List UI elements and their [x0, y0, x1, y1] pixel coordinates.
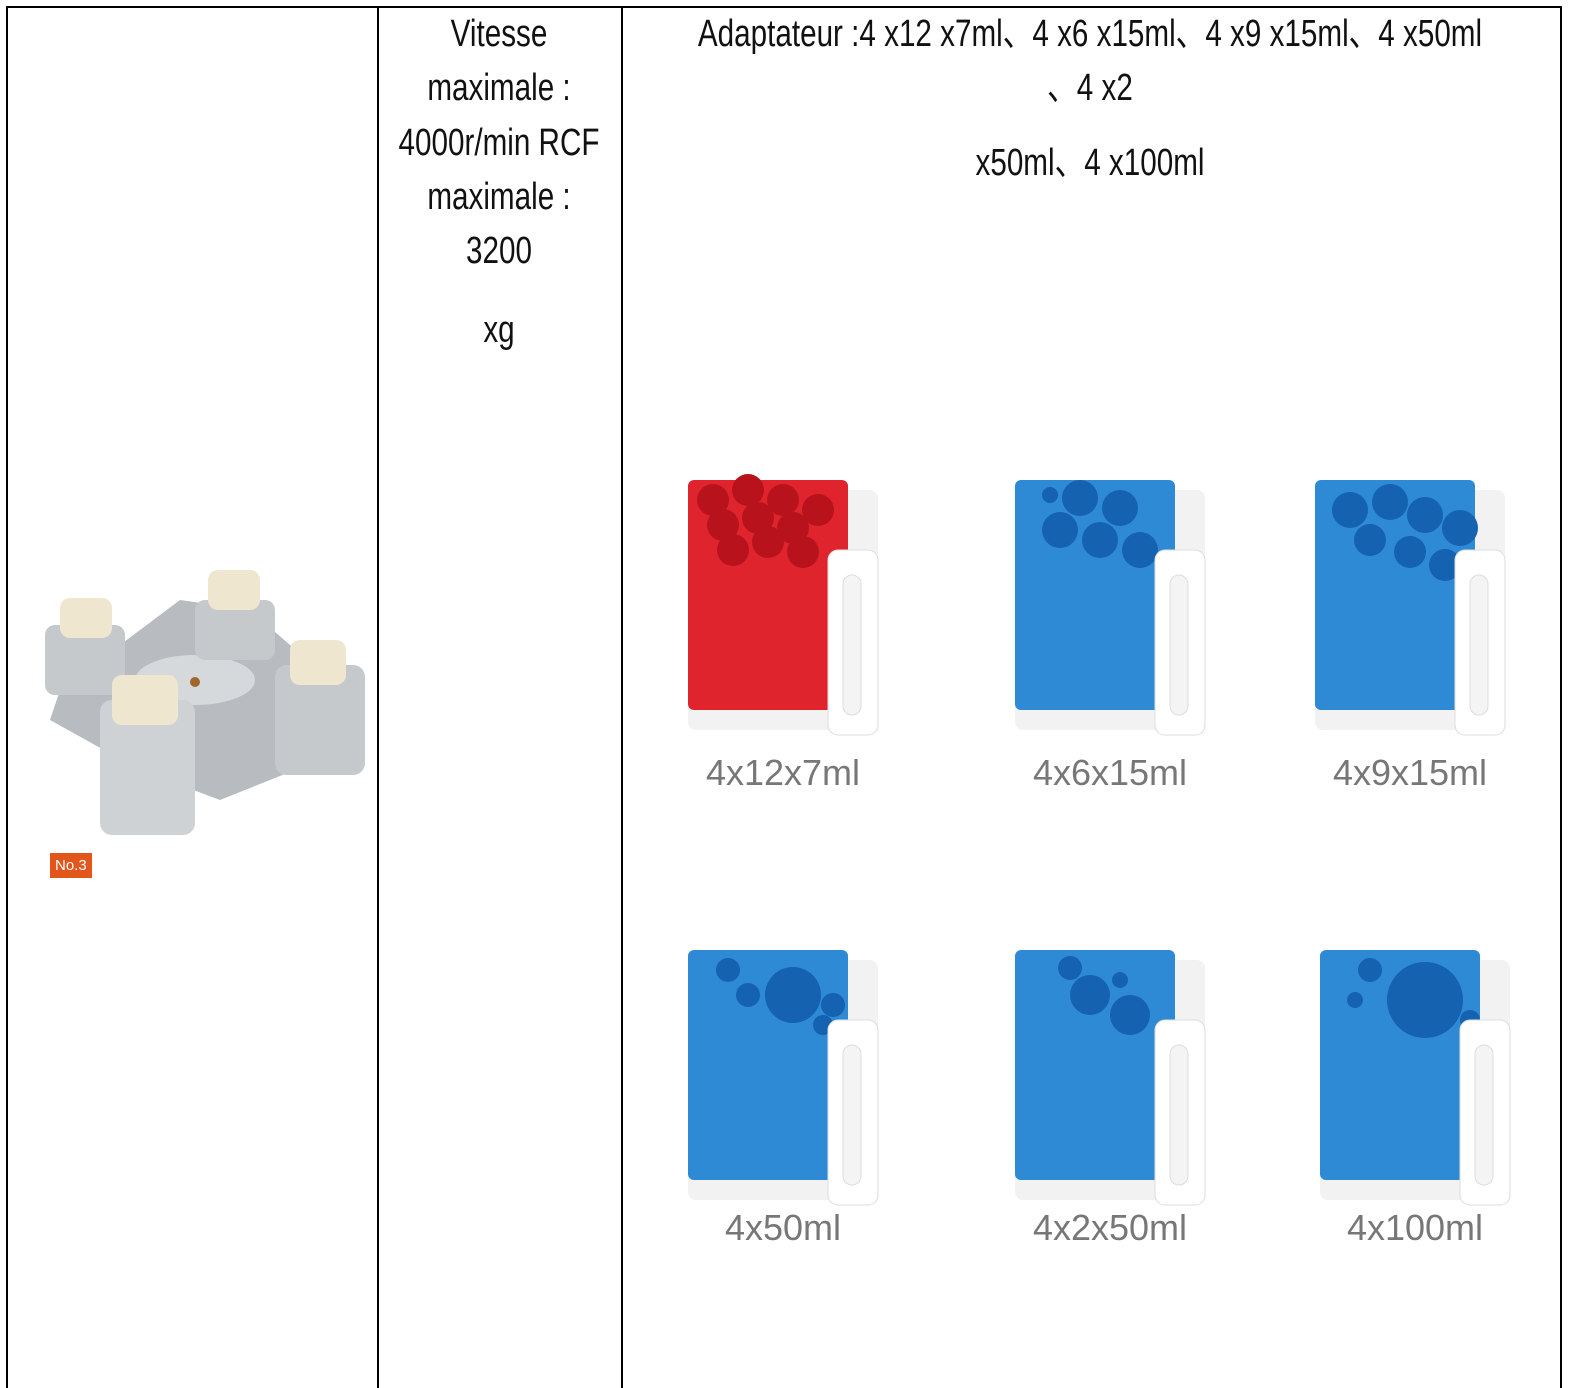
table-border: [377, 6, 379, 1388]
adapter-image: [1015, 950, 1206, 1206]
spec-line: 4000r/min RCF: [398, 122, 600, 164]
adapter-image: [688, 950, 879, 1206]
badge: No.3: [50, 853, 92, 878]
rotor-image: [45, 570, 365, 835]
table-border: [621, 6, 623, 1388]
adapter-label: 4x100ml: [1346, 1207, 1484, 1248]
adapter-label: 4x50ml: [724, 1207, 842, 1248]
adapter-image: [1015, 480, 1206, 736]
table-border: [1560, 6, 1562, 1388]
adapter-label: 4x12x7ml: [705, 752, 861, 793]
adapter-label: 4x9x15ml: [1332, 752, 1488, 793]
spec-line: Vitesse: [450, 13, 548, 55]
spec-line: maximale :: [427, 67, 571, 109]
adapter-label: 4x2x50ml: [1032, 1207, 1188, 1248]
spec-line: xg: [483, 309, 515, 351]
spec-line: maximale :: [427, 176, 571, 218]
table-border: [6, 6, 8, 1388]
adapter-line: Adaptateur :4 x12 x7ml、4 x6 x15ml、4 x9 x…: [697, 13, 1483, 55]
adapter-image: [1320, 950, 1511, 1206]
adapter-line: x50ml、4 x100ml: [975, 142, 1205, 184]
adapter-line: 、4 x2: [1047, 67, 1133, 109]
adapter-image: [688, 474, 879, 736]
spec-line: 3200: [466, 230, 532, 272]
adapter-image: [1315, 480, 1506, 736]
adapter-label: 4x6x15ml: [1032, 752, 1188, 793]
table-border: [6, 6, 1562, 8]
